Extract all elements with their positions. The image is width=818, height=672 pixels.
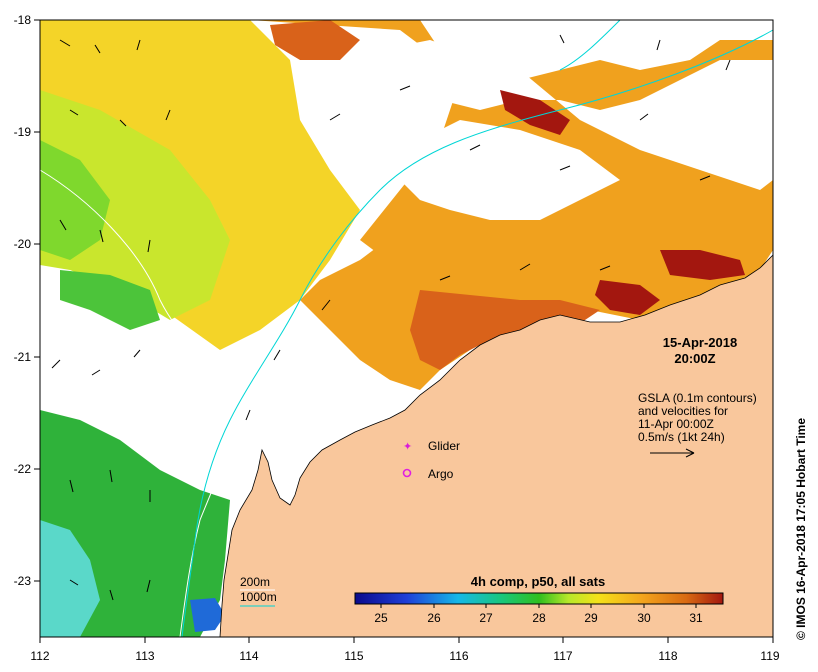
y-tick-label: -23: [14, 574, 32, 588]
legend-info-line4: 0.5m/s (1kt 24h): [638, 430, 725, 444]
reference-arrow: [650, 448, 695, 458]
x-tick-label: 113: [135, 649, 154, 663]
x-tick-label: 118: [658, 649, 677, 663]
y-tick-label: -20: [14, 237, 32, 251]
cloud-region-west: [40, 270, 260, 520]
argo-icon: [402, 468, 412, 478]
y-tick-label: -19: [14, 125, 32, 139]
map-date: 15-Apr-2018: [663, 335, 737, 350]
sst-lime-region: [40, 90, 230, 320]
sst-cyan-region: [40, 520, 100, 637]
velocity-arrows: [51, 34, 731, 601]
glider-icon: ✦: [403, 440, 412, 453]
sst-darkred-patch-1: [500, 90, 570, 135]
colorbar-tick-label: 27: [479, 611, 493, 625]
axis-ticks: [34, 19, 774, 643]
x-tick-label: 114: [239, 649, 258, 663]
sst-darkorange-north: [270, 20, 360, 60]
x-tick-label: 116: [449, 649, 468, 663]
y-tick-label: -22: [14, 462, 32, 476]
sst-blue-patch: [190, 598, 225, 632]
colorbar-ticks: [380, 604, 697, 608]
legend-info-line2: and velocities for: [638, 404, 728, 418]
sst-red-coastal-band: [410, 290, 600, 370]
map-time: 20:00Z: [674, 351, 715, 366]
sst-light-green-region: [40, 140, 110, 260]
argo-marker: [402, 468, 412, 478]
cloud-region-north: [330, 40, 773, 190]
isobath-200-label: 200m: [240, 575, 270, 589]
isobath-1000m: [181, 29, 774, 638]
isobath-1000m-north: [559, 19, 621, 71]
colorbar-tick-label: 25: [374, 611, 388, 625]
sst-darkred-patch-2: [660, 250, 745, 280]
colorbar-tick-label: 30: [637, 611, 651, 625]
sst-green-patch-mid: [60, 270, 160, 330]
legend-info-line3: 11-Apr 00:00Z: [638, 417, 714, 431]
colorbar: [354, 592, 724, 605]
x-tick-label: 112: [30, 649, 49, 663]
land-mass: [219, 254, 774, 638]
credit-text: © IMOS 16-Apr-2018 17:05 Hobart Time: [794, 418, 808, 640]
y-tick-label: -18: [14, 13, 32, 27]
sst-field: [40, 20, 773, 637]
glider-label: Glider: [428, 439, 460, 453]
x-tick-label: 115: [344, 649, 363, 663]
x-tick-label: 117: [553, 649, 572, 663]
colorbar-tick-label: 26: [427, 611, 441, 625]
isobath-1000-label: 1000m: [240, 590, 277, 604]
colorbar-title: 4h comp, p50, all sats: [471, 574, 605, 589]
glider-marker: ✦: [403, 440, 412, 453]
colorbar-tick-label: 28: [532, 611, 546, 625]
y-tick-label: -21: [14, 350, 32, 364]
colorbar-tick-label: 29: [584, 611, 598, 625]
colorbar-tick-label: 31: [689, 611, 703, 625]
sst-darkred-patch-3: [595, 280, 660, 315]
cloud-region-centre: [400, 120, 620, 220]
plot-frame: [39, 19, 774, 638]
x-tick-label: 119: [760, 649, 779, 663]
argo-label: Argo: [428, 467, 454, 481]
legend-info-line1: GSLA (0.1m contours): [638, 391, 757, 405]
